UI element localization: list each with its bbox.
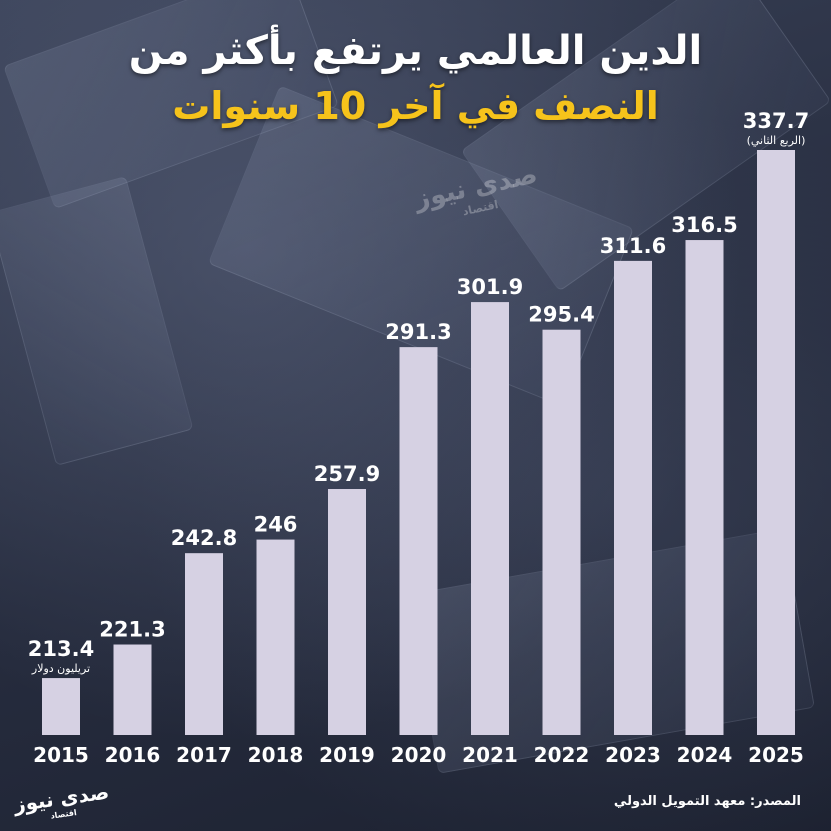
year-label-2024: 2024 — [677, 743, 733, 767]
value-label-2019: 257.9 — [314, 462, 380, 486]
unit-note: تريليون دولار — [31, 662, 90, 675]
value-label-2025: 337.7 — [743, 109, 809, 133]
year-label-2022: 2022 — [534, 743, 590, 767]
bar-2020 — [399, 347, 438, 735]
year-label-2021: 2021 — [462, 743, 518, 767]
bar-2016 — [113, 644, 152, 735]
bar-2025 — [757, 150, 795, 735]
bar-2017 — [185, 553, 223, 735]
value-label-2024: 316.5 — [671, 213, 737, 237]
value-label-2018: 246 — [254, 513, 298, 537]
value-label-2022: 295.4 — [528, 303, 594, 327]
bar-2018 — [256, 539, 295, 735]
value-label-2023: 311.6 — [600, 234, 666, 258]
bar-2021 — [471, 302, 509, 735]
source-note: المصدر: معهد التمويل الدولي — [613, 794, 801, 809]
bar-2022 — [542, 329, 581, 735]
value-label-2021: 301.9 — [457, 275, 523, 299]
year-label-2023: 2023 — [605, 743, 661, 767]
year-label-2019: 2019 — [319, 743, 375, 767]
value-label-2016: 221.3 — [99, 618, 165, 642]
year-label-2018: 2018 — [248, 743, 304, 767]
bar-2015 — [42, 678, 80, 735]
bar-2024 — [685, 240, 724, 735]
value-label-2020: 291.3 — [385, 320, 451, 344]
quarter-note: (الربع الثاني) — [747, 134, 806, 147]
value-label-2017: 242.8 — [171, 526, 237, 550]
value-label-2015: 213.4 — [28, 637, 94, 661]
year-label-2016: 2016 — [105, 743, 161, 767]
bar-2019 — [328, 489, 366, 735]
year-label-2015: 2015 — [33, 743, 89, 767]
chart-title: الدين العالمي يرتفع بأكثر من — [128, 28, 703, 74]
year-label-2017: 2017 — [176, 743, 232, 767]
bar-2023 — [614, 260, 652, 735]
year-label-2020: 2020 — [391, 743, 447, 767]
chart-subtitle: النصف في آخر 10 سنوات — [172, 84, 659, 128]
year-label-2025: 2025 — [748, 743, 804, 767]
